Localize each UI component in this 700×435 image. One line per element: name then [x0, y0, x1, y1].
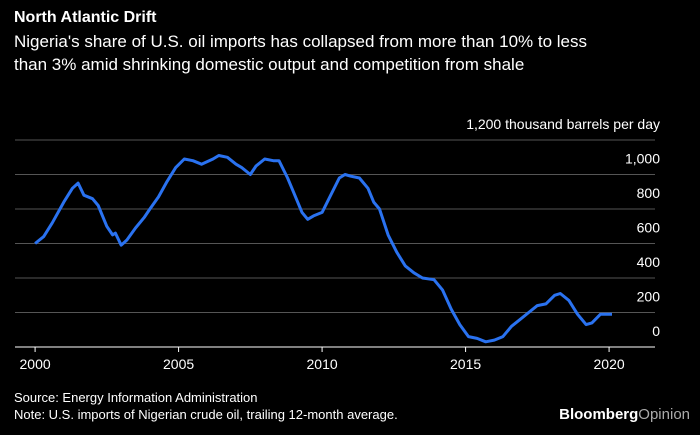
x-tick-label: 2010 — [307, 356, 338, 372]
y-tick-label: 0 — [652, 323, 660, 339]
x-tick-label: 2020 — [594, 356, 625, 372]
note: Note: U.S. imports of Nigerian crude oil… — [14, 407, 398, 422]
brand-name: Bloomberg — [559, 406, 638, 423]
y-tick-label: 600 — [637, 220, 661, 236]
source: Source: Energy Information Administratio… — [14, 390, 258, 405]
brand: BloombergOpinion — [559, 406, 690, 423]
chart-subtitle: than 3% amid shrinking domestic output a… — [14, 55, 524, 74]
line — [34, 154, 612, 344]
y-tick-label: 400 — [637, 254, 661, 270]
chart-subtitle: Nigeria's share of U.S. oil imports has … — [14, 32, 587, 51]
x-tick-label: 2005 — [163, 356, 194, 372]
chart-title: North Atlantic Drift — [14, 9, 157, 26]
y-tick-label: 1,200 thousand barrels per day — [466, 116, 660, 132]
y-tick-label: 1,000 — [625, 151, 660, 167]
y-tick-label: 200 — [637, 289, 661, 305]
x-tick-label: 2015 — [450, 356, 481, 372]
y-tick-label: 800 — [637, 185, 661, 201]
x-tick-label: 2000 — [20, 356, 51, 372]
brand-sub: Opinion — [638, 406, 690, 423]
